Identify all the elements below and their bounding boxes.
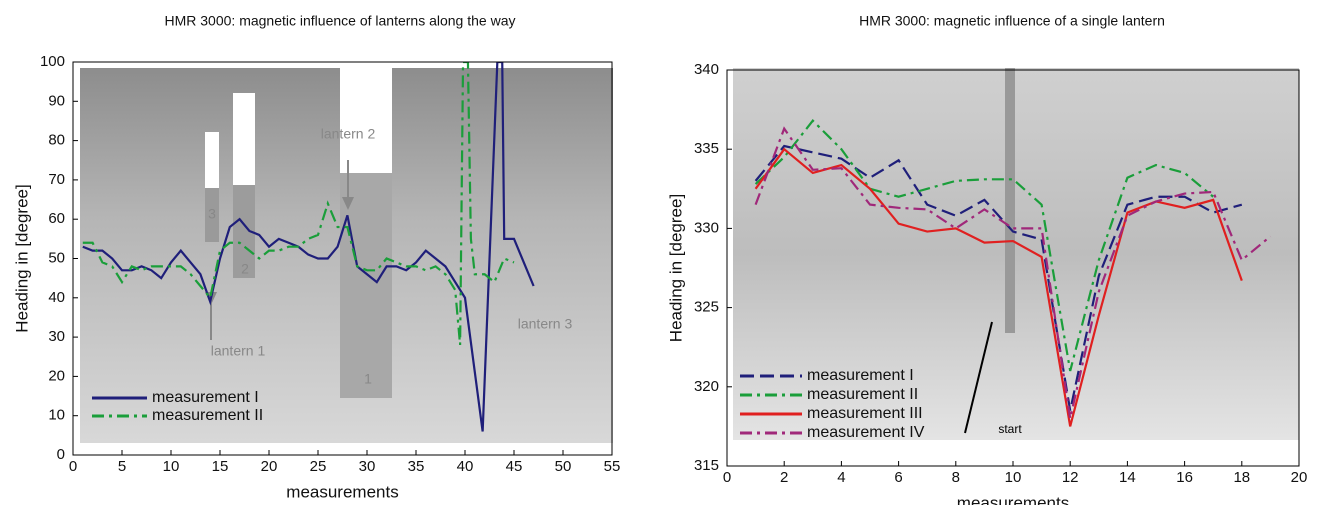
annotation: lantern 3 (518, 316, 573, 332)
y-tick-label: 80 (48, 132, 65, 149)
plot-frame (726, 69, 1300, 467)
annotation: 1 (364, 371, 372, 387)
x-tick-label: 14 (1119, 469, 1136, 486)
x-axis-label: measurements (957, 493, 1069, 505)
legend-label: measurement IV (807, 424, 925, 441)
x-tick-label: 20 (1291, 469, 1308, 486)
x-tick-label: 50 (555, 458, 572, 475)
series-line (754, 147, 1243, 427)
x-tick-label: 18 (1233, 469, 1250, 486)
series-line (754, 119, 1214, 372)
x-tick-label: 45 (506, 458, 523, 475)
x-tick-label: 6 (894, 469, 902, 486)
y-tick-label: 60 (48, 210, 65, 227)
x-tick-label: 30 (359, 458, 376, 475)
y-tick-label: 335 (694, 140, 719, 157)
x-tick-label: 0 (69, 458, 77, 475)
x-tick-label: 16 (1176, 469, 1193, 486)
y-tick-label: 315 (694, 457, 719, 474)
annotation: 2 (241, 261, 249, 277)
x-tick-label: 2 (780, 469, 788, 486)
y-tick-label: 330 (694, 219, 719, 236)
legend-label: measurement I (152, 389, 259, 406)
start-pointer (964, 321, 993, 434)
x-tick-label: 10 (163, 458, 180, 475)
pillar-top (233, 93, 255, 185)
annotation: lantern 1 (211, 343, 266, 359)
series-line (754, 126, 1272, 419)
x-tick-label: 4 (837, 469, 845, 486)
annotation: lantern 2 (321, 126, 376, 142)
x-tick-label: 15 (212, 458, 229, 475)
y-tick-label: 50 (48, 249, 65, 266)
x-tick-label: 25 (310, 458, 327, 475)
y-tick-label: 0 (57, 446, 65, 463)
y-axis-label: Heading in [degree] (666, 194, 685, 342)
y-tick-label: 90 (48, 92, 65, 109)
legend-label: measurement I (807, 367, 914, 384)
chart-title: HMR 3000: magnetic influence of a single… (859, 13, 1165, 29)
y-tick-label: 40 (48, 289, 65, 306)
y-tick-label: 340 (694, 61, 719, 78)
x-tick-label: 0 (723, 469, 731, 486)
y-tick-label: 325 (694, 299, 719, 316)
x-tick-label: 10 (1005, 469, 1022, 486)
annotation: 3 (208, 206, 216, 222)
y-tick-label: 30 (48, 328, 65, 345)
y-tick-label: 10 (48, 407, 65, 424)
pole (1005, 68, 1015, 333)
pillar-top (205, 132, 219, 188)
y-tick-label: 20 (48, 367, 65, 384)
y-tick-label: 70 (48, 171, 65, 188)
legend-label: measurement II (152, 407, 263, 424)
photo-background (733, 68, 1299, 440)
legend-label: measurement III (807, 405, 923, 422)
series-line (754, 144, 1243, 411)
pillar-top (340, 68, 392, 173)
series-line (82, 62, 535, 432)
chart-title: HMR 3000: magnetic influence of lanterns… (165, 13, 516, 29)
x-axis-label: measurements (286, 482, 398, 501)
x-tick-label: 20 (261, 458, 278, 475)
series-line (82, 62, 515, 346)
x-tick-label: 5 (118, 458, 126, 475)
annotation: start (998, 422, 1022, 436)
plot-frame (72, 61, 613, 456)
arrow-lantern-2 (342, 197, 354, 210)
x-tick-label: 35 (408, 458, 425, 475)
x-tick-label: 8 (952, 469, 960, 486)
y-tick-label: 100 (40, 53, 65, 70)
x-tick-label: 40 (457, 458, 474, 475)
x-tick-label: 55 (604, 458, 621, 475)
x-tick-label: 12 (1062, 469, 1079, 486)
y-axis-label: Heading in [degree] (12, 184, 31, 332)
y-tick-label: 320 (694, 378, 719, 395)
legend-label: measurement II (807, 386, 918, 403)
